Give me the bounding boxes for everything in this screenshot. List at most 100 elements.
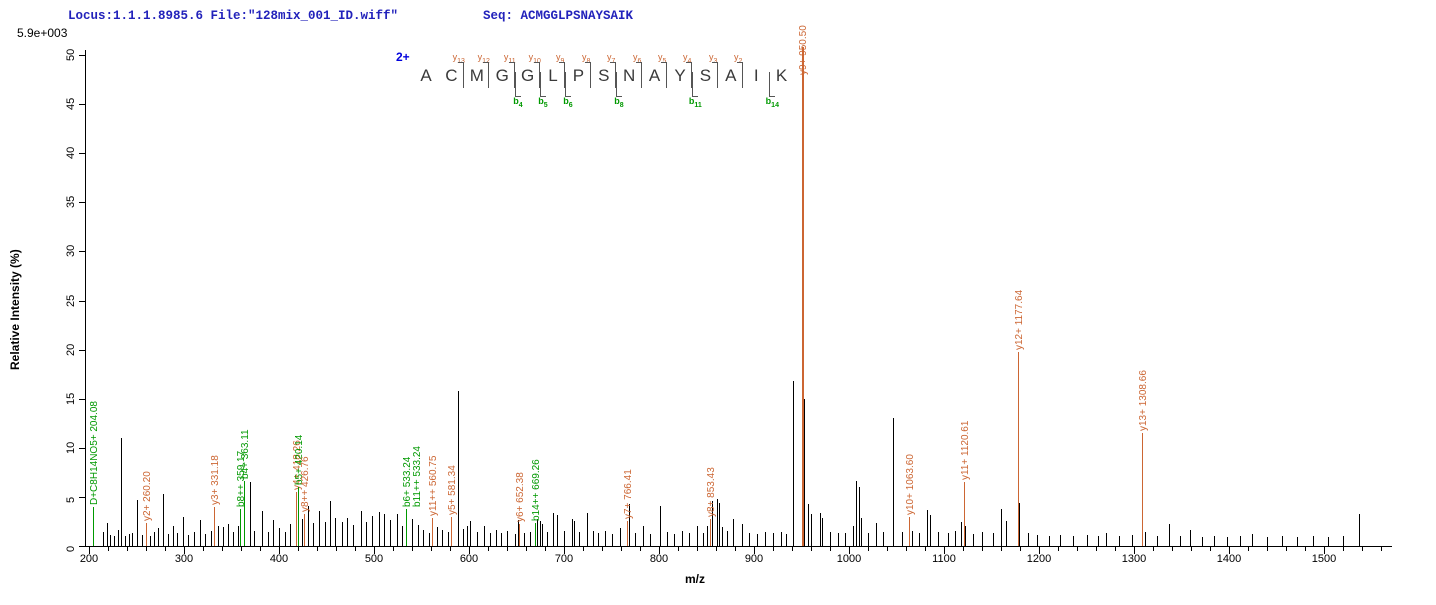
y-tick-label: 25 — [65, 294, 77, 307]
y-tick — [79, 104, 85, 105]
spectrum-peak — [458, 391, 459, 546]
spectrum-peak — [629, 504, 630, 546]
sequence-residue: K — [775, 66, 788, 85]
spectrum-peak — [173, 526, 174, 546]
spectrum-peak — [342, 522, 343, 546]
peak-label: b4+ 363.11 — [240, 429, 251, 479]
spectrum-peak — [211, 531, 212, 546]
x-minor-tick — [165, 547, 166, 551]
spectrum-peak — [1019, 503, 1020, 546]
spectrum-peak — [883, 532, 884, 546]
spectrum-peak — [902, 532, 903, 546]
x-tick-label: 1100 — [932, 553, 956, 565]
spectrum-peak — [689, 533, 690, 546]
spectrum-peak — [361, 511, 362, 546]
spectrum-peak — [1132, 535, 1133, 546]
x-major-tick — [944, 547, 945, 554]
spectrum-peak — [540, 521, 541, 546]
spectrum-peak — [448, 532, 449, 546]
sequence-residue: A — [725, 66, 737, 85]
spectrum-peak — [876, 523, 877, 546]
y-tick-label: 20 — [65, 343, 77, 356]
peak-label: y2+ 260.20 — [142, 471, 153, 521]
x-minor-tick — [336, 547, 337, 551]
b-cleavage-mark — [769, 72, 775, 97]
y-ion-label: y6 — [632, 52, 642, 65]
x-major-tick — [89, 547, 90, 554]
x-minor-tick — [1362, 547, 1363, 551]
spectrum-peak — [262, 511, 263, 546]
spectrum-peak — [273, 520, 274, 546]
y-tick-label: 5 — [65, 496, 77, 503]
annotated-peak — [1018, 352, 1019, 546]
spectrum-peak — [1087, 535, 1088, 546]
x-minor-tick — [298, 547, 299, 551]
x-minor-tick — [602, 547, 603, 551]
spectrum-peak — [938, 532, 939, 546]
x-minor-tick — [1343, 547, 1344, 551]
spectrum-peak — [722, 527, 723, 546]
spectrum-peak — [547, 532, 548, 546]
spectrum-peak — [650, 534, 651, 546]
y-ion-label: y2 — [733, 52, 743, 65]
spectrum-peak — [238, 526, 239, 546]
x-tick-label: 500 — [364, 553, 384, 565]
y-cleavage-mark — [737, 62, 743, 88]
spectrum-peak — [927, 510, 928, 546]
b-ion-label: b4 — [513, 96, 523, 109]
spectrum-peak — [177, 533, 178, 546]
spectrum-peak — [643, 526, 644, 546]
x-minor-tick — [431, 547, 432, 551]
x-minor-tick — [355, 547, 356, 551]
y-tick — [79, 55, 85, 56]
y-axis-title: Relative Intensity (%) — [8, 249, 22, 370]
spectrum-peak — [319, 511, 320, 546]
x-tick-label: 900 — [744, 553, 764, 565]
sequence-residue: N — [623, 66, 636, 85]
x-minor-tick — [868, 547, 869, 551]
spectrum-peak — [1252, 534, 1253, 546]
y-tick — [79, 350, 85, 351]
spectrum-peak — [515, 534, 516, 546]
spectrum-peak — [429, 533, 430, 546]
spectrum-peak — [822, 518, 823, 546]
y-cleavage-mark — [458, 62, 464, 88]
y-tick-label: 45 — [65, 97, 77, 110]
b-cleavage-mark — [540, 72, 546, 97]
spectrum-peak — [557, 515, 558, 546]
y-tick — [79, 301, 85, 302]
spectrum-peak — [205, 534, 206, 546]
spectrum-peak — [496, 530, 497, 546]
x-minor-tick — [792, 547, 793, 551]
x-minor-tick — [1077, 547, 1078, 551]
x-minor-tick — [1267, 547, 1268, 551]
spectrum-peak — [973, 534, 974, 546]
spectrum-peak — [218, 526, 219, 546]
annotated-peak — [432, 518, 433, 546]
spectrum-peak — [793, 381, 794, 546]
spectrum-peak — [366, 522, 367, 546]
x-major-tick — [374, 547, 375, 554]
spectrum-peak — [1006, 521, 1007, 546]
spectrum-peak — [961, 522, 962, 546]
spectrum-peak — [804, 399, 805, 546]
spectrum-peak — [285, 532, 286, 546]
spectrum-peak — [372, 516, 373, 546]
sequence-residue: P — [572, 66, 585, 85]
spectrum-peak — [142, 535, 143, 546]
peak-label: y8+ 853.43 — [706, 467, 717, 517]
spectrum-peak — [765, 532, 766, 546]
spectrum-peak — [572, 519, 573, 546]
x-minor-tick — [393, 547, 394, 551]
spectrum-peak — [861, 518, 862, 546]
y-ion-label: y4 — [682, 52, 692, 65]
spectrum-peak — [612, 534, 613, 546]
spectrum-peak — [838, 533, 839, 546]
spectrum-peak — [313, 523, 314, 546]
b-ion-label: b14 — [765, 96, 779, 109]
x-minor-tick — [906, 547, 907, 551]
x-minor-tick — [1191, 547, 1192, 551]
annotated-peak — [93, 507, 94, 546]
spectrum-peak — [524, 533, 525, 546]
spectrum-peak — [103, 532, 104, 546]
